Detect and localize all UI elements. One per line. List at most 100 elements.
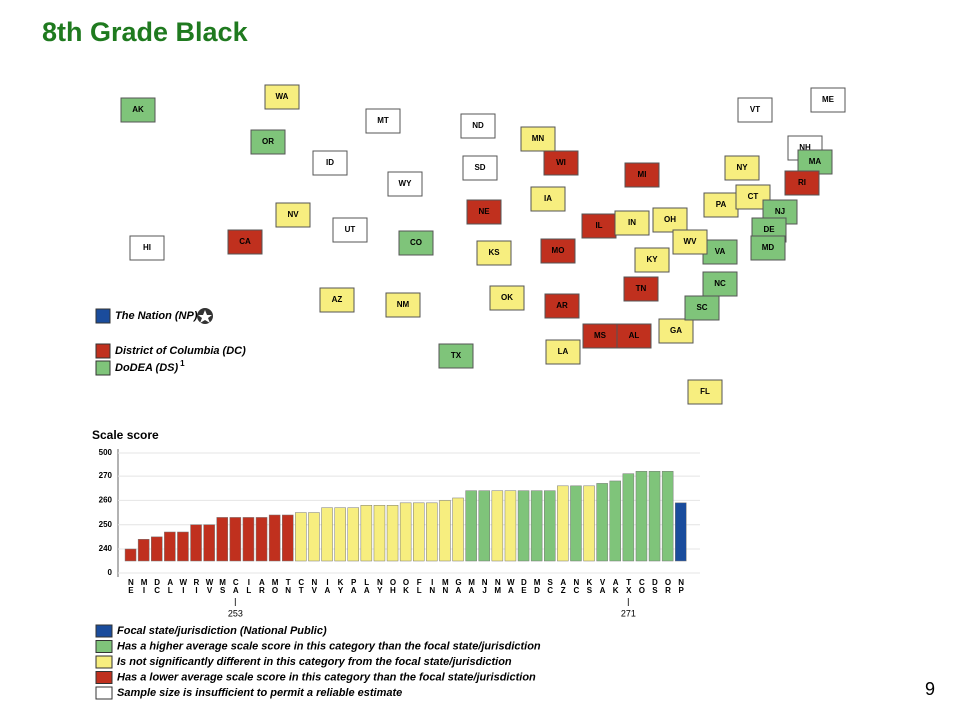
state <box>530 186 566 212</box>
state <box>543 150 579 176</box>
bar <box>465 490 477 562</box>
bar <box>190 524 202 562</box>
x-tick-label: KS <box>585 578 594 594</box>
x-tick-label: NC <box>572 578 581 594</box>
map-legend-label: DoDEA (DS) <box>115 362 178 374</box>
state <box>658 318 694 344</box>
x-tick-label: TX <box>624 578 633 594</box>
state <box>797 149 833 175</box>
state-label: TX <box>451 351 462 360</box>
x-tick-label: MO <box>271 578 280 594</box>
x-tick-label: AK <box>611 578 620 594</box>
x-tick-label: CT <box>297 578 306 594</box>
state-label: CO <box>410 238 422 247</box>
bar <box>347 507 359 562</box>
x-tick-label: AZ <box>559 578 568 594</box>
state-label: SD <box>474 163 485 172</box>
y-tick-label: 240 <box>99 544 113 553</box>
state-label: NY <box>736 163 748 172</box>
state <box>275 202 311 228</box>
x-tick-label: OH <box>388 578 397 594</box>
x-tick-label: GA <box>454 578 463 594</box>
bar <box>124 548 137 562</box>
state-label: RI <box>798 178 806 187</box>
state-label: ID <box>326 158 334 167</box>
legend-label: Sample size is insufficient to permit a … <box>117 687 402 699</box>
bar <box>255 517 268 562</box>
page-number: 9 <box>925 679 935 699</box>
x-tick-label: MD <box>533 578 542 594</box>
bar <box>308 512 320 562</box>
state <box>332 217 368 243</box>
x-tick-label: NP <box>677 578 686 594</box>
bar <box>137 539 150 562</box>
state-label: NC <box>714 279 726 288</box>
state-label: LA <box>558 347 569 356</box>
legend-label: Has a lower average scale score in this … <box>117 671 536 683</box>
state <box>784 170 820 196</box>
bar <box>504 490 517 562</box>
state-label: WY <box>399 179 413 188</box>
state <box>319 287 355 313</box>
bar <box>413 502 425 562</box>
state <box>545 339 581 365</box>
annotation: 253 <box>228 608 243 618</box>
state <box>624 162 660 188</box>
x-tick-label: KY <box>336 578 345 594</box>
bar <box>360 505 373 562</box>
state <box>398 230 434 256</box>
state-label: MA <box>809 157 822 166</box>
x-tick-label: MN <box>441 578 450 594</box>
x-tick-label: AL <box>166 578 175 594</box>
state <box>724 155 760 181</box>
x-tick-label: WI <box>179 578 188 594</box>
bar <box>242 517 255 562</box>
x-tick-label: VA <box>598 578 607 594</box>
footnote: 1 <box>180 359 185 368</box>
state <box>489 285 525 311</box>
state-label: MT <box>377 116 389 125</box>
state <box>129 235 165 261</box>
x-tick-label: IL <box>244 578 253 594</box>
state-label: OH <box>664 215 676 224</box>
bar <box>557 485 569 562</box>
state <box>460 113 496 139</box>
state-label: CT <box>748 192 759 201</box>
state <box>703 192 739 218</box>
bar <box>530 490 543 562</box>
state-label: NE <box>478 207 490 216</box>
bar <box>216 517 228 562</box>
map-legend-label: District of Columbia (DC) <box>115 345 246 357</box>
bar <box>491 490 504 562</box>
state-label: FL <box>700 387 710 396</box>
state-label: DE <box>763 225 775 234</box>
state-label: CA <box>239 237 251 246</box>
x-tick-label: PA <box>349 578 358 594</box>
bar <box>321 507 333 562</box>
state <box>387 171 423 197</box>
x-tick-label: NE <box>126 578 135 594</box>
x-tick-label: DS <box>650 578 659 594</box>
x-tick-label: MA <box>467 578 476 594</box>
x-tick-label: NV <box>310 578 319 594</box>
bar <box>517 490 530 562</box>
bar <box>596 483 608 562</box>
map-legend-swatch <box>95 308 111 324</box>
state-label: KS <box>488 248 500 257</box>
x-tick-label: IN <box>428 578 437 594</box>
state-label: UT <box>345 225 356 234</box>
state <box>623 276 659 302</box>
state-label: NV <box>287 210 299 219</box>
state-label: MD <box>762 243 775 252</box>
state <box>365 108 401 134</box>
state-label: MS <box>594 331 607 340</box>
state-label: IN <box>628 218 636 227</box>
state <box>520 126 556 152</box>
annotation: 271 <box>621 608 636 618</box>
x-tick-label: DE <box>519 578 528 594</box>
state-label: AK <box>132 105 144 114</box>
bar <box>177 531 189 562</box>
state-label: WA <box>276 92 289 101</box>
state <box>687 379 723 405</box>
bar <box>648 470 661 562</box>
